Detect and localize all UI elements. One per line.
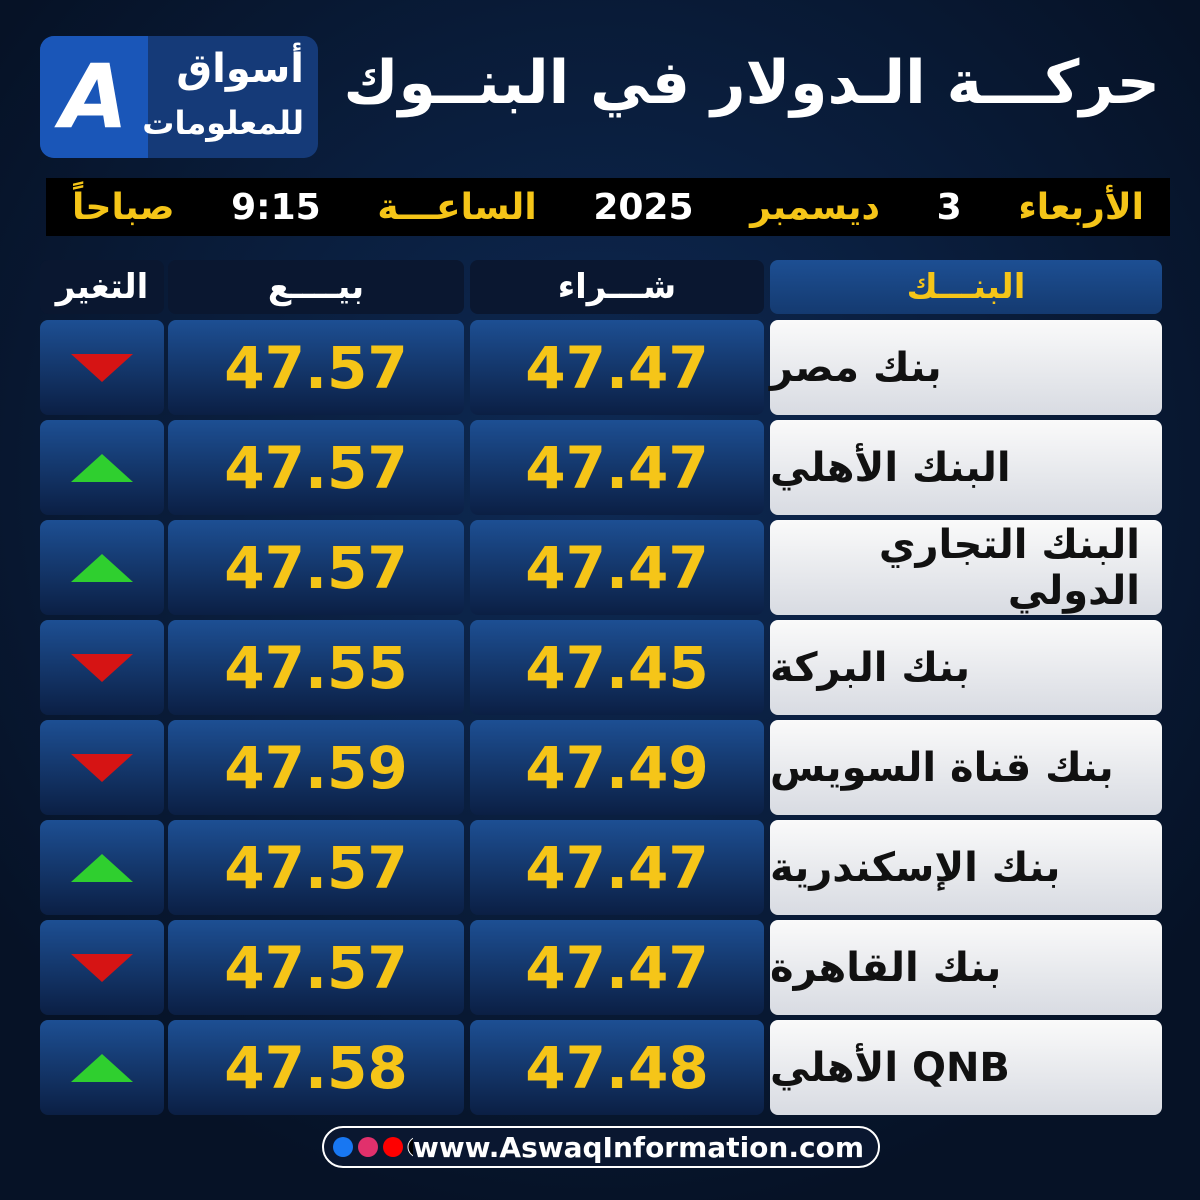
bank-name: البنك الأهلي [770,420,1162,515]
period: صباحاً [72,186,175,228]
buy-price: 47.45 [470,620,764,715]
change-indicator [71,1053,133,1082]
down-arrow [71,353,133,382]
title: حركـــة الـدولار في البنــوك [343,48,1160,118]
buy-price: 47.47 [470,920,764,1015]
change-cell [40,620,164,715]
sell-price: 47.57 [168,420,464,515]
change-indicator [71,753,133,782]
bank-name: QNB الأهلي [770,1020,1162,1115]
change-cell [40,820,164,915]
buy-price: 47.47 [470,820,764,915]
column-header: بيــــع [168,260,464,314]
bank-name: بنك قناة السويس [770,720,1162,815]
change-indicator [71,453,133,482]
time-label: الساعـــة [377,186,537,228]
buy-price: 47.47 [470,420,764,515]
change-cell [40,520,164,615]
footer: www.AswaqInformation.com [322,1126,880,1168]
day: الأربعاء [1018,186,1144,228]
column-header: التغير [40,260,164,314]
up-arrow [71,553,133,582]
change-cell [40,420,164,515]
down-arrow [71,653,133,682]
time: 9:15 [231,186,321,228]
change-cell [40,1020,164,1115]
logo-name: أسواق [176,46,304,92]
sell-price: 47.57 [168,920,464,1015]
sell-price: 47.55 [168,620,464,715]
change-indicator [71,853,133,882]
up-arrow [71,1053,133,1082]
change-indicator [71,353,133,382]
change-indicator [71,653,133,682]
up-arrow [71,453,133,482]
change-indicator [71,553,133,582]
logo: A أسواق للمعلومات [40,36,318,158]
bank-name: بنك القاهرة [770,920,1162,1015]
up-arrow [71,853,133,882]
buy-price: 47.48 [470,1020,764,1115]
bank-name: بنك البركة [770,620,1162,715]
change-indicator [71,953,133,982]
change-cell [40,320,164,415]
year: 2025 [593,186,694,228]
buy-price: 47.47 [470,320,764,415]
bank-name: بنك الإسكندرية [770,820,1162,915]
change-cell [40,720,164,815]
down-arrow [71,953,133,982]
column-header: شـــراء [470,260,764,314]
sell-price: 47.58 [168,1020,464,1115]
month: ديسمبر [750,186,881,228]
buy-price: 47.49 [470,720,764,815]
website: www.AswaqInformation.com [412,1130,864,1164]
sell-price: 47.57 [168,520,464,615]
column-header: البنـــك [770,260,1162,314]
bank-name: بنك مصر [770,320,1162,415]
change-cell [40,920,164,1015]
bank-name: البنك التجاري الدولي [770,520,1162,615]
sell-price: 47.59 [168,720,464,815]
logo-mark: A [40,36,148,158]
buy-price: 47.47 [470,520,764,615]
date-line: الأربعاء 3 ديسمبر 2025 الساعـــة 9:15 صب… [46,178,1170,236]
day-num: 3 [936,186,962,228]
logo-sub: للمعلومات [142,104,304,142]
sell-price: 47.57 [168,320,464,415]
sell-price: 47.57 [168,820,464,915]
down-arrow [71,753,133,782]
social-icons [333,1137,413,1157]
